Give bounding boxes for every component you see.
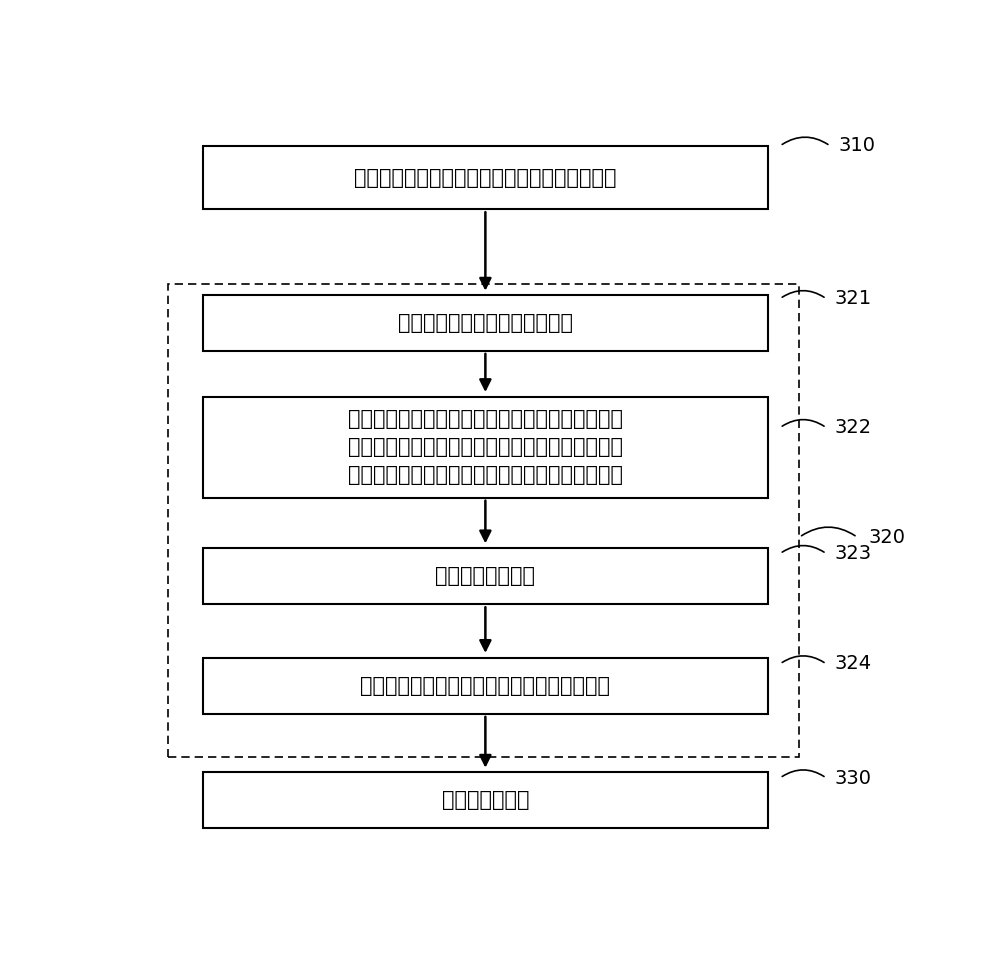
Text: 输入患者数据和放射源参数、或者导入放疗计划: 输入患者数据和放射源参数、或者导入放疗计划 [354,167,617,188]
Text: 322: 322 [834,418,871,438]
Text: 321: 321 [834,289,871,308]
Bar [168,284,799,757]
Bar [202,549,768,604]
Bar [202,295,768,351]
Text: 324: 324 [834,654,871,674]
Text: 从导入计划中获取初始射野参数: 从导入计划中获取初始射野参数 [398,313,573,333]
Text: 人工干预计算进程: 人工干预计算进程 [435,566,535,587]
Bar [202,658,768,714]
Text: 320: 320 [869,528,906,547]
Text: 323: 323 [834,544,871,563]
Bar [202,397,768,498]
Text: 将初始射野权重作为下次优化计算的输入值，继续
采用解析算法不断进行迭代优化，在迭代优化的解
析算法过程中插入蒙特卡罗计算模型进行剂量计算: 将初始射野权重作为下次优化计算的输入值，继续 采用解析算法不断进行迭代优化，在迭… [348,409,623,486]
Bar [202,146,768,209]
Bar [202,772,768,828]
Text: 330: 330 [834,769,871,788]
Text: 输出结果并显示: 输出结果并显示 [442,790,529,810]
Text: 310: 310 [838,136,875,156]
Text: 当剂量优化计算结果满足预设阈值时完成计算: 当剂量优化计算结果满足预设阈值时完成计算 [360,676,610,696]
